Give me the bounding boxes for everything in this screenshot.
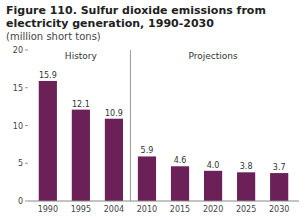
annotations: History Projections xyxy=(65,50,238,201)
subtitle: (million short tons) xyxy=(6,31,101,42)
x-tick-label: 1995 xyxy=(71,205,91,214)
x-tick-label: 1990 xyxy=(38,205,58,214)
data-label: 12.1 xyxy=(72,100,90,109)
data-label: 5.9 xyxy=(141,146,154,155)
x-tick-label: 2025 xyxy=(236,205,256,214)
y-axis: 0 5 10 15 20 xyxy=(13,46,28,206)
y-tick xyxy=(25,125,28,126)
bar xyxy=(105,119,123,201)
x-axis-line xyxy=(28,201,299,202)
bar xyxy=(39,81,57,201)
bar xyxy=(171,166,189,201)
annotation: Projections xyxy=(188,51,238,61)
data-label: 3.8 xyxy=(240,162,253,171)
y-tick xyxy=(25,201,28,202)
data-label: 4.0 xyxy=(207,161,220,170)
data-label: 3.7 xyxy=(273,163,286,172)
y-tick-label: 0 xyxy=(18,197,23,206)
bar xyxy=(237,172,255,201)
data-label: 10.9 xyxy=(105,109,123,118)
x-axis: 1990 1995 2004 2010 2015 2020 2025 2030 xyxy=(38,205,290,214)
bar xyxy=(72,110,90,201)
bar xyxy=(138,156,156,201)
data-labels: 15.9 12.1 10.9 5.9 4.6 4.0 3.8 3.7 xyxy=(39,71,286,172)
annotation: History xyxy=(65,51,98,61)
y-tick-label: 15 xyxy=(13,84,23,93)
y-tick xyxy=(25,87,28,88)
x-tick-label: 2030 xyxy=(269,205,289,214)
data-label: 4.6 xyxy=(174,156,187,165)
y-tick-label: 20 xyxy=(13,46,23,55)
bar xyxy=(270,173,288,201)
y-tick-label: 5 xyxy=(18,159,23,168)
bar xyxy=(204,171,222,201)
x-tick-label: 2015 xyxy=(170,205,190,214)
title: Figure 110. Sulfur dioxide emissions fro… xyxy=(6,4,266,30)
x-tick-label: 2004 xyxy=(104,205,124,214)
y-tick xyxy=(25,163,28,164)
divider xyxy=(130,50,131,201)
y-tick xyxy=(25,50,28,51)
bars xyxy=(39,81,289,201)
x-tick-label: 2020 xyxy=(203,205,223,214)
x-tick-label: 2010 xyxy=(137,205,157,214)
y-tick-label: 10 xyxy=(13,122,23,131)
chart: Figure 110. Sulfur dioxide emissions fro… xyxy=(0,0,305,219)
data-label: 15.9 xyxy=(39,71,57,80)
